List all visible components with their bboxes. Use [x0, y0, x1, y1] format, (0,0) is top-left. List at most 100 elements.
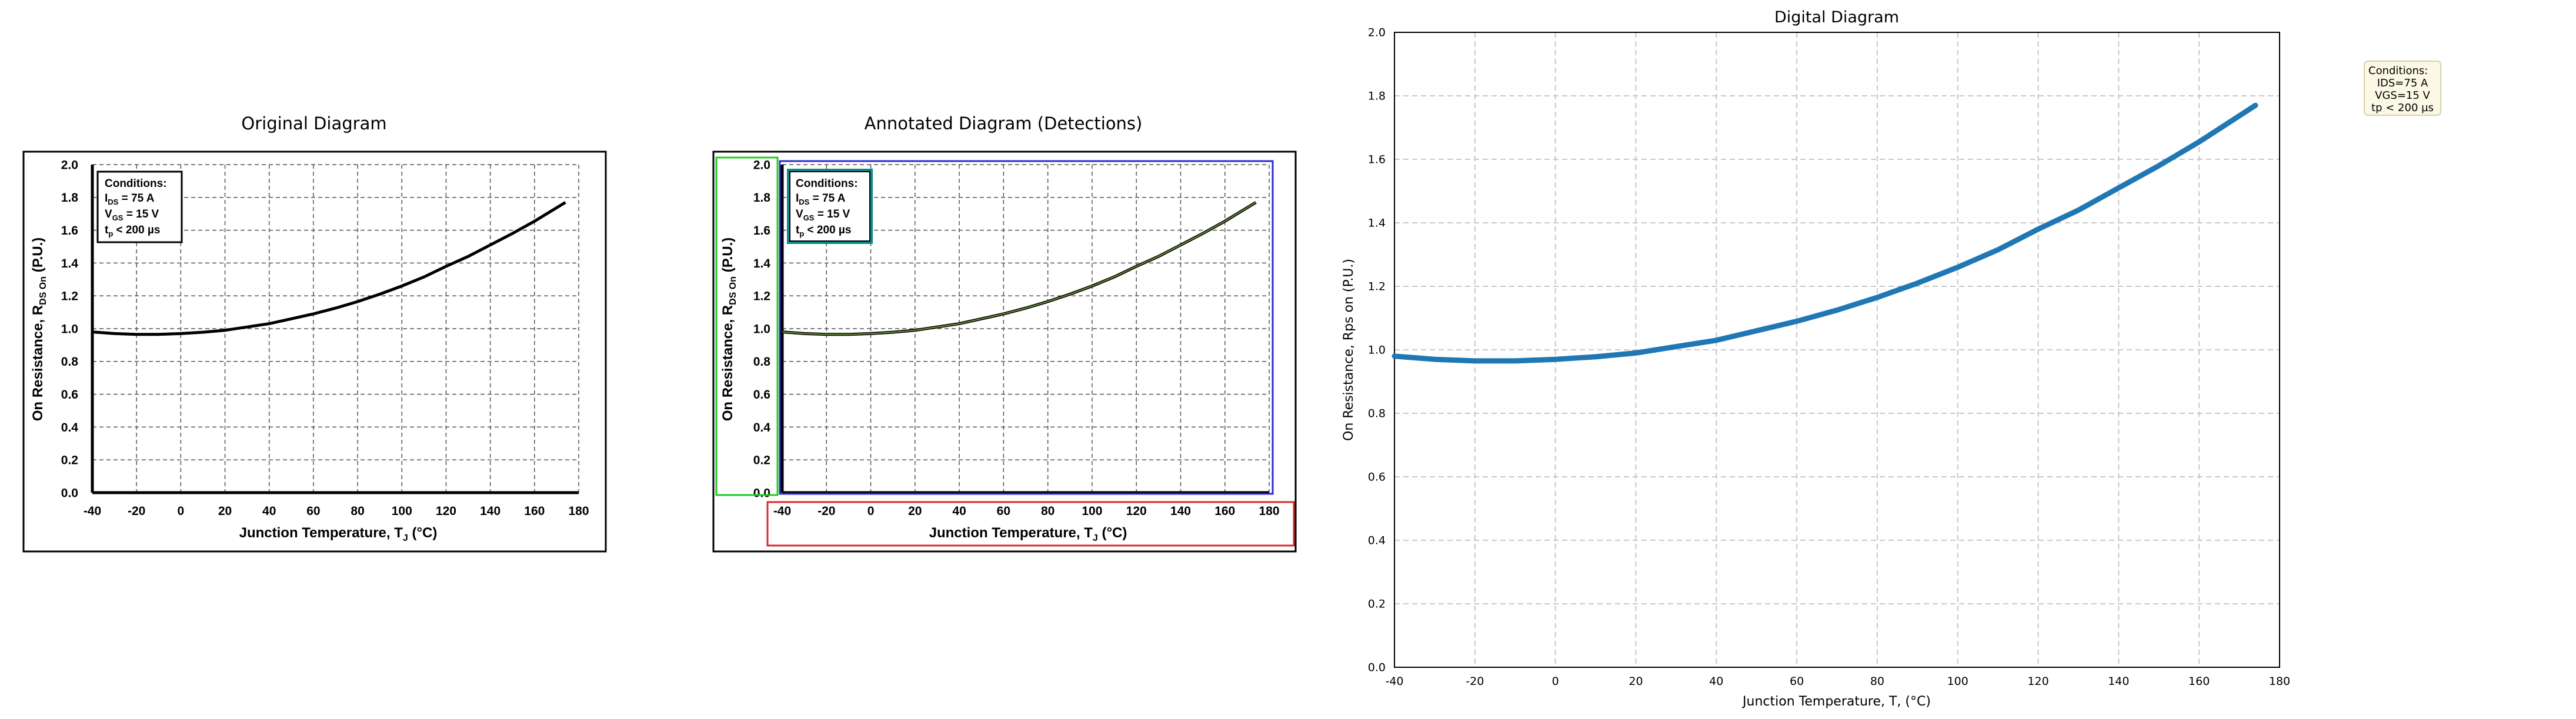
digital-axes-frame	[1394, 32, 2280, 668]
conditions-tp: tp < 200 µs	[105, 224, 160, 238]
digital-panel: Digital Diagram -40 -20 0 20 40 60 80 100 120 140…	[1342, 8, 2441, 709]
digital-xtick-2: 0	[1552, 675, 1559, 688]
digital-ytick-1: 0.2	[1368, 598, 1386, 611]
original-xtick-11: 180	[568, 504, 589, 518]
annotated-xtick-9: 140	[1170, 504, 1191, 518]
digital-ytick-7: 1.4	[1368, 217, 1386, 230]
original-ylabel: On Resistance, RDS On (P.U.)	[30, 238, 48, 422]
original-xtick-6: 80	[351, 504, 364, 518]
annotated-ytick-8: 1.6	[753, 224, 770, 238]
detection-x-axis-box	[766, 501, 1295, 547]
original-ytick-3: 0.6	[61, 388, 78, 402]
detection-legend-box	[787, 169, 873, 244]
annotated-xtick-6: 80	[1041, 504, 1055, 518]
annotated-tick-labels: -40 -20 0 20 40 60 80 100 120 140 160 180 0.0 0.2 0.4 0…	[753, 158, 1280, 518]
annotated-xtick-8: 120	[1126, 504, 1147, 518]
original-xtick-3: 20	[218, 504, 232, 518]
digital-ytick-3: 0.6	[1368, 471, 1386, 484]
digital-xtick-1: -20	[1466, 675, 1484, 688]
original-xlabel: Junction Temperature, TJ (°C)	[239, 525, 438, 543]
digital-xtick-4: 40	[1709, 675, 1723, 688]
digital-xtick-8: 120	[2027, 675, 2048, 688]
digital-xtick-3: 20	[1629, 675, 1643, 688]
original-xtick-4: 40	[262, 504, 276, 518]
annotated-ytick-6: 1.2	[753, 290, 770, 303]
digital-series-line	[1392, 102, 2258, 364]
detection-plot-area-box	[779, 160, 1274, 495]
digital-ytick-2: 0.4	[1368, 534, 1386, 547]
original-xtick-2: 0	[178, 504, 185, 518]
annotated-xtick-1: -20	[817, 504, 835, 518]
annotated-xtick-11: 180	[1259, 504, 1279, 518]
annotated-ytick-9: 1.8	[753, 191, 771, 205]
digital-xtick-9: 140	[2108, 675, 2129, 688]
annotated-ytick-10: 2.0	[753, 158, 770, 172]
annotated-xtick-4: 40	[952, 504, 966, 518]
original-xtick-1: -20	[128, 504, 145, 518]
digital-xtick-7: 100	[1947, 675, 1968, 688]
original-ytick-0: 0.0	[61, 486, 78, 500]
digital-xtick-6: 80	[1870, 675, 1884, 688]
digital-cond-line-1: Conditions:	[2368, 65, 2428, 77]
digital-conditions-box: Conditions: IDS=75 A VGS=15 V tp < 200 µ…	[2364, 61, 2441, 116]
original-ytick-10: 2.0	[61, 158, 78, 172]
original-panel: Original Diagram -40 -20 0 20 40 60 80 100 120 14…	[22, 113, 607, 553]
original-ytick-7: 1.4	[61, 257, 79, 270]
digital-ytick-8: 1.6	[1368, 153, 1386, 166]
original-xtick-10: 160	[524, 504, 545, 518]
annotated-xlabel: Junction Temperature, TJ (°C)	[929, 525, 1127, 543]
annotated-ylabel: On Resistance, RDS On (P.U.)	[720, 238, 738, 422]
original-xtick-7: 100	[392, 504, 412, 518]
annotated-ytick-3: 0.6	[753, 388, 770, 402]
annotated-ytick-2: 0.4	[753, 421, 771, 434]
original-curve	[92, 201, 566, 336]
annotated-conditions-heading: Conditions:	[796, 178, 858, 190]
original-tick-labels: -40 -20 0 20 40 60 80 100 120 140 160 180 0.0 0.2 0.4 0…	[61, 158, 589, 518]
annotated-grid	[780, 164, 1270, 494]
digital-xlabel: Junction Temperature, T, (°C)	[1741, 694, 1931, 709]
digital-xtick-10: 160	[2188, 675, 2210, 688]
digital-ytick-5: 1.0	[1368, 344, 1386, 357]
digital-cond-line-3: VGS=15 V	[2375, 89, 2430, 102]
digital-cond-line-2: IDS=75 A	[2377, 77, 2428, 89]
original-xtick-0: -40	[84, 504, 101, 518]
original-title: Original Diagram	[241, 113, 386, 133]
digital-ytick-0: 0.0	[1368, 661, 1386, 674]
original-ytick-8: 1.6	[61, 224, 78, 238]
digital-grid	[1394, 32, 2280, 668]
digital-ytick-9: 1.8	[1368, 90, 1386, 103]
original-ytick-6: 1.2	[61, 290, 78, 303]
digital-xtick-0: -40	[1385, 675, 1403, 688]
conditions-heading: Conditions:	[105, 178, 167, 190]
annotated-xtick-0: -40	[773, 504, 791, 518]
annotated-curve-detection	[782, 202, 1256, 335]
original-conditions-box: Conditions: IDS = 75 A VGS = 15 V tp < 2…	[96, 170, 183, 243]
conditions-ids: IDS = 75 A	[105, 192, 155, 206]
annotated-title: Annotated Diagram (Detections)	[865, 113, 1143, 133]
digital-tick-labels: -40 -20 0 20 40 60 80 100 120 140 160 180 0.0 0.2 0.4 0…	[1368, 26, 2290, 688]
original-ytick-9: 1.8	[61, 191, 79, 205]
annotated-ytick-7: 1.4	[753, 257, 771, 270]
annotated-panel: Annotated Diagram (Detections) -40 -20 0 20…	[712, 113, 1297, 553]
digital-ytick-10: 2.0	[1368, 26, 1386, 39]
annotated-ytick-0: 0.0	[753, 486, 770, 500]
annotated-conditions-vgs: VGS = 15 V	[796, 208, 850, 222]
digital-xtick-5: 60	[1790, 675, 1804, 688]
annotated-xtick-10: 160	[1214, 504, 1235, 518]
original-ytick-1: 0.2	[61, 454, 78, 467]
original-xtick-8: 120	[436, 504, 456, 518]
original-ytick-5: 1.0	[61, 322, 78, 336]
annotated-conditions-tp: tp < 200 µs	[796, 224, 851, 238]
original-ytick-2: 0.4	[61, 421, 79, 434]
digital-ytick-6: 1.2	[1368, 280, 1386, 293]
annotated-xtick-5: 60	[997, 504, 1010, 518]
annotated-ytick-1: 0.2	[753, 454, 770, 467]
annotated-xtick-2: 0	[867, 504, 875, 518]
original-ytick-4: 0.8	[61, 355, 79, 369]
detection-y-axis-box	[715, 156, 779, 496]
annotated-conditions-box: Conditions: IDS = 75 A VGS = 15 V tp < 2…	[789, 171, 870, 242]
annotated-conditions-ids: IDS = 75 A	[796, 192, 846, 206]
annotated-xtick-7: 100	[1082, 504, 1102, 518]
annotated-ytick-5: 1.0	[753, 322, 770, 336]
conditions-vgs: VGS = 15 V	[105, 208, 159, 222]
